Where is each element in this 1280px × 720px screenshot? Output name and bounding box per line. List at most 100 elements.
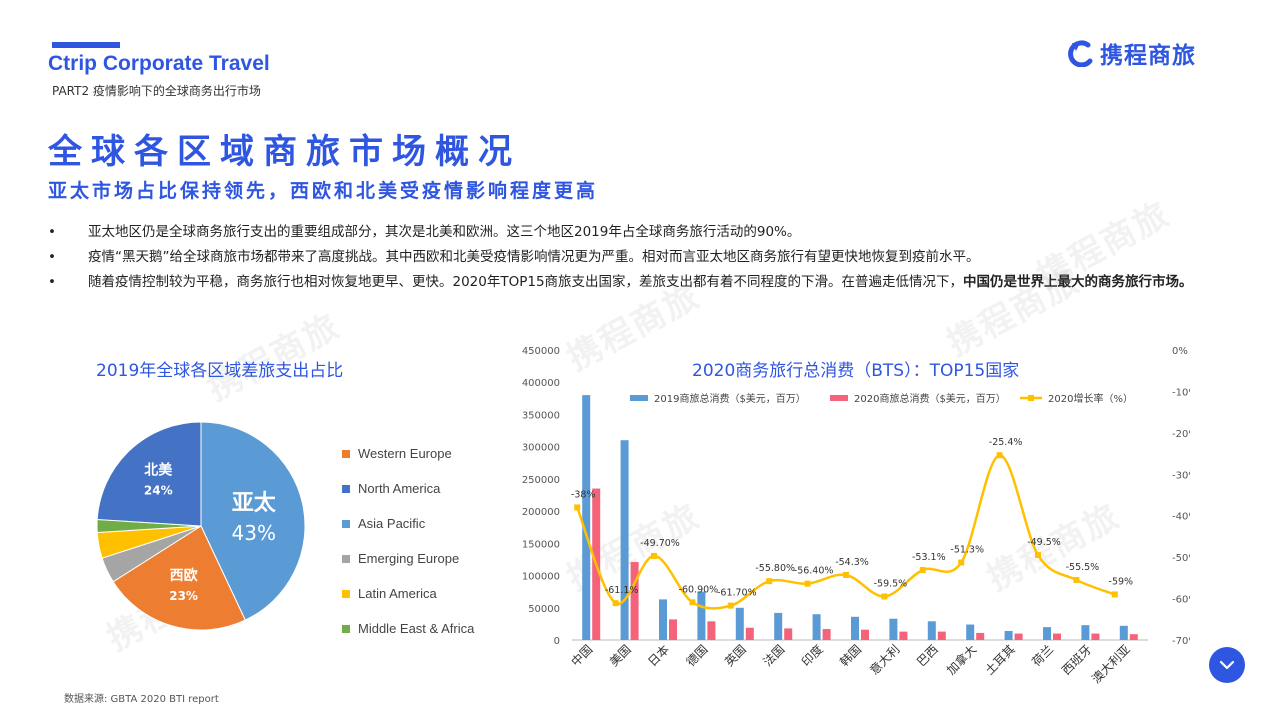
pie-slice-label: 亚太 xyxy=(232,491,277,516)
growth-point xyxy=(1073,576,1080,583)
pie-slice-value: 43% xyxy=(232,521,276,545)
legend-swatch xyxy=(342,484,350,493)
growth-data-label: -54.3% xyxy=(835,557,869,568)
y2-tick-label: -70% xyxy=(1172,636,1190,647)
legend-label: 2020增长率（%） xyxy=(1048,392,1133,405)
y2-tick-label: -40% xyxy=(1172,512,1190,523)
bullet-text: 亚太地区仍是全球商务旅行支出的重要组成部分，其次是北美和欧洲。这三个地区2019… xyxy=(88,224,801,240)
x-tick-label: 印度 xyxy=(798,642,826,670)
bar-2019 xyxy=(1004,630,1013,640)
y2-tick-label: -20% xyxy=(1172,429,1190,440)
x-tick-label: 日本 xyxy=(645,642,672,669)
x-tick-label: 土耳其 xyxy=(982,642,1017,677)
legend-item: Middle East & Africa xyxy=(342,611,474,646)
pie-slice-value: 23% xyxy=(169,589,198,603)
bar-2019 xyxy=(1119,625,1128,640)
growth-point xyxy=(689,599,696,606)
bullet-dot: • xyxy=(48,224,56,240)
x-tick-label: 荷兰 xyxy=(1029,642,1056,669)
legend-label: North America xyxy=(358,481,441,496)
legend-swatch xyxy=(342,554,350,563)
scroll-down-button[interactable] xyxy=(1209,647,1245,683)
x-tick-label: 美国 xyxy=(607,642,634,669)
y-tick-label: 150000 xyxy=(522,539,560,550)
bar-2020 xyxy=(861,629,869,640)
x-tick-label: 巴西 xyxy=(914,642,941,669)
growth-data-label: -60.90% xyxy=(679,584,719,595)
data-source: 数据来源: GBTA 2020 BTI report xyxy=(64,694,219,705)
growth-point xyxy=(574,504,581,511)
growth-point xyxy=(727,602,734,609)
bar-2020 xyxy=(669,619,677,640)
bullet-dot: • xyxy=(48,249,56,265)
bar-line-chart: 0 50000 100000 150000 200000 250000 300000 3500… xyxy=(522,346,1190,686)
bar-2020 xyxy=(822,629,831,640)
legend-item: Asia Pacific xyxy=(342,506,474,541)
growth-point xyxy=(804,580,811,587)
growth-point xyxy=(919,566,926,573)
bar-2019 xyxy=(774,612,783,640)
bar-2020 xyxy=(630,562,639,640)
bar-2020 xyxy=(784,628,793,640)
bullet-item: • 亚太地区仍是全球商务旅行支出的重要组成部分，其次是北美和欧洲。这三个地区20… xyxy=(48,220,1208,245)
legend-marker xyxy=(1028,395,1034,401)
growth-data-label: -25.4% xyxy=(989,437,1023,448)
growth-point xyxy=(612,600,619,607)
growth-data-label: -55.5% xyxy=(1066,562,1100,573)
legend-label: Emerging Europe xyxy=(358,551,460,566)
bar-2020 xyxy=(1091,633,1100,640)
y2-tick-label: -60% xyxy=(1172,595,1190,606)
y-tick-label: 300000 xyxy=(522,443,560,454)
y-tick-label: 450000 xyxy=(522,346,560,357)
x-tick-label: 意大利 xyxy=(866,642,902,678)
legend-label: 2019商旅总消费（$美元，百万） xyxy=(654,392,806,405)
y-tick-label: 350000 xyxy=(522,410,560,421)
growth-data-label: -51.3% xyxy=(950,545,984,556)
growth-point xyxy=(1111,591,1118,598)
bullet-bold-text: 中国仍是世界上最大的商务旅行市场。 xyxy=(963,274,1193,290)
section-label: PART2 疫情影响下的全球商务出行市场 xyxy=(52,84,261,98)
bar-2020 xyxy=(937,631,946,640)
brand-title: Ctrip Corporate Travel xyxy=(48,52,270,75)
bar-2019 xyxy=(659,599,667,640)
growth-data-label: -49.5% xyxy=(1027,537,1061,548)
bar-2019 xyxy=(812,614,821,640)
legend-swatch xyxy=(630,395,648,401)
legend-label: Latin America xyxy=(358,586,437,601)
bar-2020 xyxy=(745,627,754,640)
logo-mark-icon xyxy=(1068,40,1093,67)
watermark: 携程商旅 xyxy=(200,306,347,410)
y2-tick-label: -30% xyxy=(1172,470,1190,481)
y-tick-label: 200000 xyxy=(522,507,560,518)
bullet-list: • 亚太地区仍是全球商务旅行支出的重要组成部分，其次是北美和欧洲。这三个地区20… xyxy=(48,220,1208,295)
bar-2019 xyxy=(697,591,706,640)
y2-tick-label: -50% xyxy=(1172,553,1190,564)
pie-slice xyxy=(112,525,246,631)
bar-2019 xyxy=(851,616,859,640)
legend-label: 2020商旅总消费（$美元，百万） xyxy=(854,392,1006,405)
legend-swatch xyxy=(342,589,350,598)
pie-slice-label: 北美 xyxy=(144,462,173,479)
growth-data-label: -61.70% xyxy=(717,588,757,599)
bar-2020 xyxy=(1129,634,1138,640)
legend-swatch xyxy=(342,624,350,633)
growth-data-label: -38% xyxy=(571,489,596,500)
growth-line xyxy=(576,453,1116,610)
legend-label: Middle East & Africa xyxy=(358,621,475,636)
growth-point xyxy=(958,559,965,566)
bar-2019 xyxy=(927,621,936,640)
bar-2019 xyxy=(966,624,975,640)
bar-2020 xyxy=(1014,633,1023,640)
pie-chart: 亚太 43% 西欧 23% 北美 24% xyxy=(96,421,306,631)
x-tick-label: 西班牙 xyxy=(1059,642,1094,677)
legend-swatch xyxy=(342,449,350,458)
bar-2019 xyxy=(582,395,591,640)
bar-chart-title: 2020商务旅行总消费（BTS）：TOP15国家 xyxy=(692,361,1020,381)
y-tick-label: 400000 xyxy=(522,378,560,389)
growth-data-label: -61.1% xyxy=(605,585,639,596)
pie-legend: Western Europe North America Asia Pacific E… xyxy=(342,436,474,646)
y-tick-label: 0 xyxy=(554,636,560,647)
growth-data-label: -59% xyxy=(1109,576,1134,587)
growth-data-label: -55.80% xyxy=(755,563,795,574)
bullet-text: 疫情“黑天鹅”给全球商旅市场都带来了高度挑战。其中西欧和北美受疫情影响情况更为严… xyxy=(88,249,980,265)
